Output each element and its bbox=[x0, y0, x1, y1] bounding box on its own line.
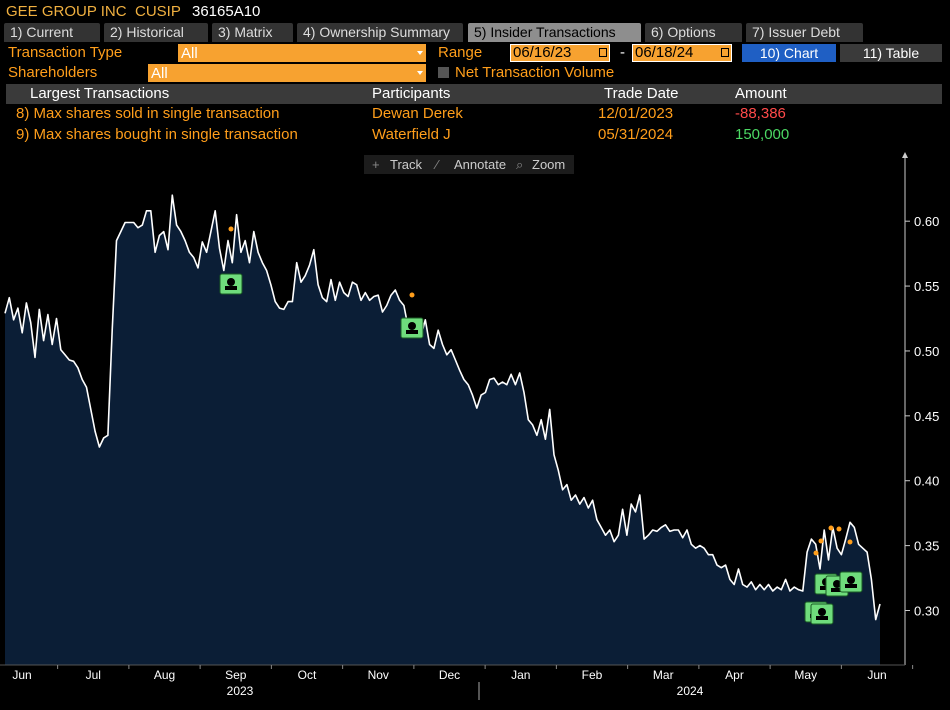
icon: ⌕ bbox=[516, 157, 524, 172]
table-button[interactable]: 11) Table bbox=[840, 44, 942, 62]
zoom-tool[interactable]: Zoom bbox=[532, 157, 566, 172]
table-cell: 8) Max shares sold in single transaction bbox=[16, 105, 280, 122]
transaction-dot bbox=[836, 526, 842, 532]
area bbox=[5, 195, 880, 665]
track-tool[interactable]: Track bbox=[390, 157, 423, 172]
y-tick-label: 0.50 bbox=[914, 344, 939, 359]
transaction-icon bbox=[810, 603, 834, 625]
y-tick-label: 0.30 bbox=[914, 603, 939, 618]
tab[interactable]: 2) Historical bbox=[104, 23, 208, 42]
price-line bbox=[4, 194, 881, 621]
x-tick-label: Nov bbox=[368, 668, 389, 682]
transaction-dot bbox=[847, 539, 853, 545]
field-value: All bbox=[151, 65, 168, 82]
table-cell: 12/01/2023 bbox=[598, 105, 674, 122]
transaction-type-label: Transaction Type bbox=[8, 44, 123, 61]
tab[interactable]: 7) Issuer Debt bbox=[746, 23, 863, 42]
y-tick-label: 0.55 bbox=[914, 279, 939, 294]
net-volume-label: Net Transaction Volume bbox=[455, 64, 615, 81]
field-value: 06/18/24 bbox=[635, 44, 694, 61]
table-cell: -88,386 bbox=[735, 105, 786, 122]
table-header bbox=[6, 84, 942, 104]
range-label: Range bbox=[438, 44, 483, 61]
x-tick-label: Oct bbox=[298, 668, 317, 682]
table-header-cell: Trade Date bbox=[604, 85, 679, 102]
cusip: 36165A10 bbox=[192, 3, 261, 20]
tab[interactable]: 4) Ownership Summary bbox=[297, 23, 463, 42]
axis-arrow bbox=[902, 152, 908, 158]
table-cell: 150,000 bbox=[735, 126, 790, 143]
shareholders-label: Shareholders bbox=[8, 64, 98, 81]
x-tick-label: Jun bbox=[12, 668, 31, 682]
tab[interactable]: 1) Current bbox=[4, 23, 100, 42]
x-tick-label: Dec bbox=[439, 668, 460, 682]
x-tick-label: Feb bbox=[582, 668, 603, 682]
y-tick-label: 0.60 bbox=[914, 214, 939, 229]
table-cell: 9) Max shares bought in single transacti… bbox=[16, 126, 298, 143]
field-value: 06/16/23 bbox=[513, 44, 572, 61]
cusip-label: CUSIP bbox=[135, 3, 181, 20]
range-start-field[interactable]: 06/16/23 bbox=[510, 44, 610, 62]
y-tick-label: 0.45 bbox=[914, 409, 939, 424]
x-tick-label: Aug bbox=[154, 668, 175, 682]
transaction-dot bbox=[228, 226, 234, 232]
table-header-cell: Participants bbox=[372, 85, 451, 102]
calendar-icon bbox=[599, 48, 607, 57]
tab[interactable]: 6) Options bbox=[645, 23, 742, 42]
icon: + bbox=[372, 157, 380, 172]
tab[interactable]: 5) Insider Transactions bbox=[468, 23, 641, 42]
x-tick-label: Sep bbox=[225, 668, 247, 682]
calendar-icon bbox=[721, 48, 729, 57]
y-tick-label: 0.35 bbox=[914, 539, 939, 554]
company-name: GEE GROUP INC bbox=[6, 3, 127, 20]
chart-toolbar: + Track ∕ Annotate ⌕ Zoom bbox=[364, 155, 574, 174]
dropdown-arrow bbox=[417, 71, 423, 75]
range-end-field[interactable]: 06/18/24 bbox=[632, 44, 732, 62]
transaction-icon bbox=[400, 317, 424, 339]
x-tick-label: Jun bbox=[867, 668, 886, 682]
transaction-icons bbox=[219, 226, 863, 625]
checkbox[interactable] bbox=[438, 67, 449, 78]
plot bbox=[4, 194, 881, 665]
transaction-dot bbox=[813, 550, 819, 556]
year-label: 2023 bbox=[227, 684, 254, 698]
x-tick-label: Apr bbox=[725, 668, 744, 682]
table-header-cell: Largest Transactions bbox=[30, 85, 170, 102]
transaction-dot bbox=[818, 538, 824, 544]
table-cell: 05/31/2024 bbox=[598, 126, 674, 143]
x-tick-label: Jan bbox=[511, 668, 530, 682]
x-tick-label: May bbox=[794, 668, 817, 682]
transaction-type-field[interactable]: All bbox=[178, 44, 426, 62]
table-cell: Dewan Derek bbox=[372, 105, 463, 122]
chart-button[interactable]: 10) Chart bbox=[742, 44, 836, 62]
transaction-icon bbox=[839, 571, 863, 593]
table-header-cell: Amount bbox=[735, 85, 787, 102]
shareholders-field[interactable]: All bbox=[148, 64, 426, 82]
annotate-tool[interactable]: Annotate bbox=[454, 157, 507, 172]
dropdown-arrow bbox=[417, 51, 423, 55]
range-separator: - bbox=[620, 44, 625, 61]
transaction-dot bbox=[409, 292, 415, 298]
y-tick-label: 0.40 bbox=[914, 474, 939, 489]
x-tick-label: Mar bbox=[653, 668, 674, 682]
table-cell: Waterfield J bbox=[372, 126, 451, 143]
year-label: 2024 bbox=[677, 684, 704, 698]
transaction-icon bbox=[219, 273, 243, 295]
icon: ∕ bbox=[436, 157, 439, 172]
x-tick-label: Jul bbox=[86, 668, 101, 682]
tab[interactable]: 3) Matrix bbox=[212, 23, 293, 42]
transaction-dot bbox=[828, 525, 834, 531]
field-value: All bbox=[181, 45, 198, 62]
